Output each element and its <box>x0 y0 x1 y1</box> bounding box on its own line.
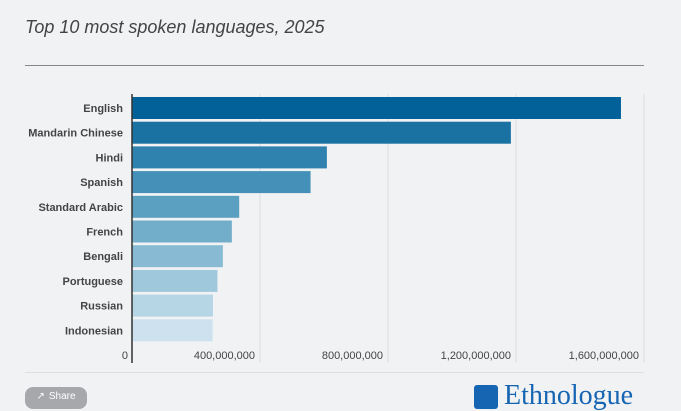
category-label: Hindi <box>96 152 124 164</box>
category-label: Mandarin Chinese <box>28 128 123 140</box>
title-divider <box>25 65 644 66</box>
category-label: Bengali <box>83 251 123 263</box>
footer-divider <box>25 372 644 373</box>
share-icon: ↗ <box>36 391 45 402</box>
x-tick-label: 0 <box>122 350 128 362</box>
ethnologue-logo[interactable]: Ethnologue <box>474 380 634 411</box>
category-label: Spanish <box>80 177 123 189</box>
bar-portuguese <box>132 269 218 292</box>
logo-mark-icon <box>474 385 498 409</box>
bar-chart: 0 400,000,000 800,000,000 1,200,000,000 1,60… <box>28 94 645 363</box>
category-label: Portuguese <box>62 276 123 288</box>
category-label: Indonesian <box>65 325 123 337</box>
x-tick-label: 400,000,000 <box>194 350 255 362</box>
share-label: Share <box>48 391 76 402</box>
x-tick-label: 1,600,000,000 <box>569 350 639 362</box>
bar-english <box>132 97 621 119</box>
bar-indonesian <box>132 319 213 342</box>
bar-bengali <box>132 245 223 268</box>
category-label: Russian <box>80 301 123 313</box>
bar-hindi <box>132 146 327 169</box>
x-tick-label: 1,200,000,000 <box>441 350 511 362</box>
bar-standard-arabic <box>132 195 240 218</box>
bar-french <box>132 220 232 243</box>
chart-title: Top 10 most spoken languages, 2025 <box>25 17 325 37</box>
category-label: English <box>83 103 123 115</box>
category-label: French <box>86 227 123 239</box>
x-tick-label: 800,000,000 <box>322 350 383 362</box>
bar-mandarin-chinese <box>132 121 511 144</box>
category-label: Standard Arabic <box>38 202 123 214</box>
bar-russian <box>132 294 213 317</box>
bar-spanish <box>132 171 311 194</box>
share-button[interactable]: ↗ Share <box>25 387 87 409</box>
logo-text: Ethnologue <box>504 380 634 411</box>
